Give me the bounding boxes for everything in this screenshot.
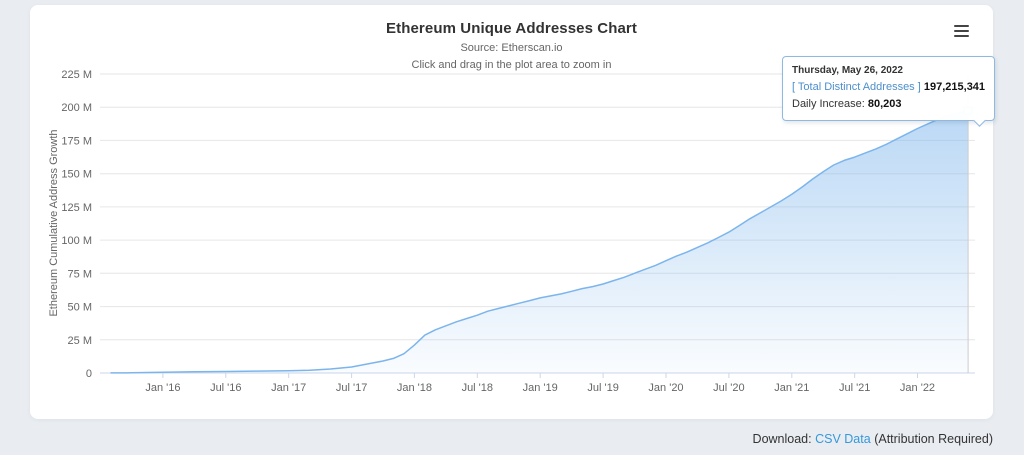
x-tick-label: Jan '20: [648, 382, 683, 394]
series-line: [110, 110, 969, 374]
download-row: Download: CSV Data (Attribution Required…: [753, 432, 993, 446]
attribution-note: (Attribution Required): [874, 432, 993, 446]
x-tick-label: Jan '18: [397, 382, 432, 394]
hamburger-icon: [953, 30, 969, 32]
chart-subtitle-source: Source: Etherscan.io: [460, 42, 563, 54]
area-fill: [110, 110, 969, 374]
x-tick-label: Jan '21: [774, 382, 809, 394]
x-tick-label: Jan '16: [145, 382, 180, 394]
x-tick-label: Jan '17: [271, 382, 306, 394]
x-tick-label: Jul '17: [336, 382, 367, 394]
hamburger-icon: [953, 35, 969, 37]
csv-data-link[interactable]: CSV Data: [815, 432, 871, 446]
x-tick-label: Jul '16: [210, 382, 241, 394]
x-tick-label: Jul '20: [713, 382, 744, 394]
x-tick-label: Jul '19: [587, 382, 618, 394]
x-tick-label: Jan '22: [900, 382, 935, 394]
x-tick-label: Jul '21: [839, 382, 870, 394]
y-tick-label: 25 M: [68, 335, 92, 347]
chart-plot-area[interactable]: Ethereum Cumulative Address Growth 0 25 M…: [30, 5, 993, 419]
y-tick-label: 175 M: [61, 135, 92, 147]
y-tick-label: 225 M: [61, 69, 92, 81]
y-tick-label: 100 M: [61, 235, 92, 247]
y-tick-label: 150 M: [61, 169, 92, 181]
x-tick-label: Jul '18: [462, 382, 493, 394]
x-tick-label: Jan '19: [523, 382, 558, 394]
hamburger-icon: [953, 25, 969, 27]
download-label: Download:: [752, 432, 812, 446]
chart-card: Ethereum Unique Addresses Chart Source: …: [30, 5, 996, 419]
y-tick-label: 200 M: [61, 102, 92, 114]
y-tick-label: 75 M: [68, 268, 92, 280]
y-tick-label: 50 M: [68, 302, 92, 314]
chart-context-menu-button[interactable]: [949, 21, 973, 41]
y-tick-label: 0: [86, 368, 92, 380]
point-marker: [963, 105, 974, 116]
y-axis-title: Ethereum Cumulative Address Growth: [48, 129, 60, 316]
chart-title: Ethereum Unique Addresses Chart: [386, 20, 637, 37]
chart-subtitle-hint: Click and drag in the plot area to zoom …: [411, 58, 612, 71]
y-tick-label: 125 M: [61, 202, 92, 214]
